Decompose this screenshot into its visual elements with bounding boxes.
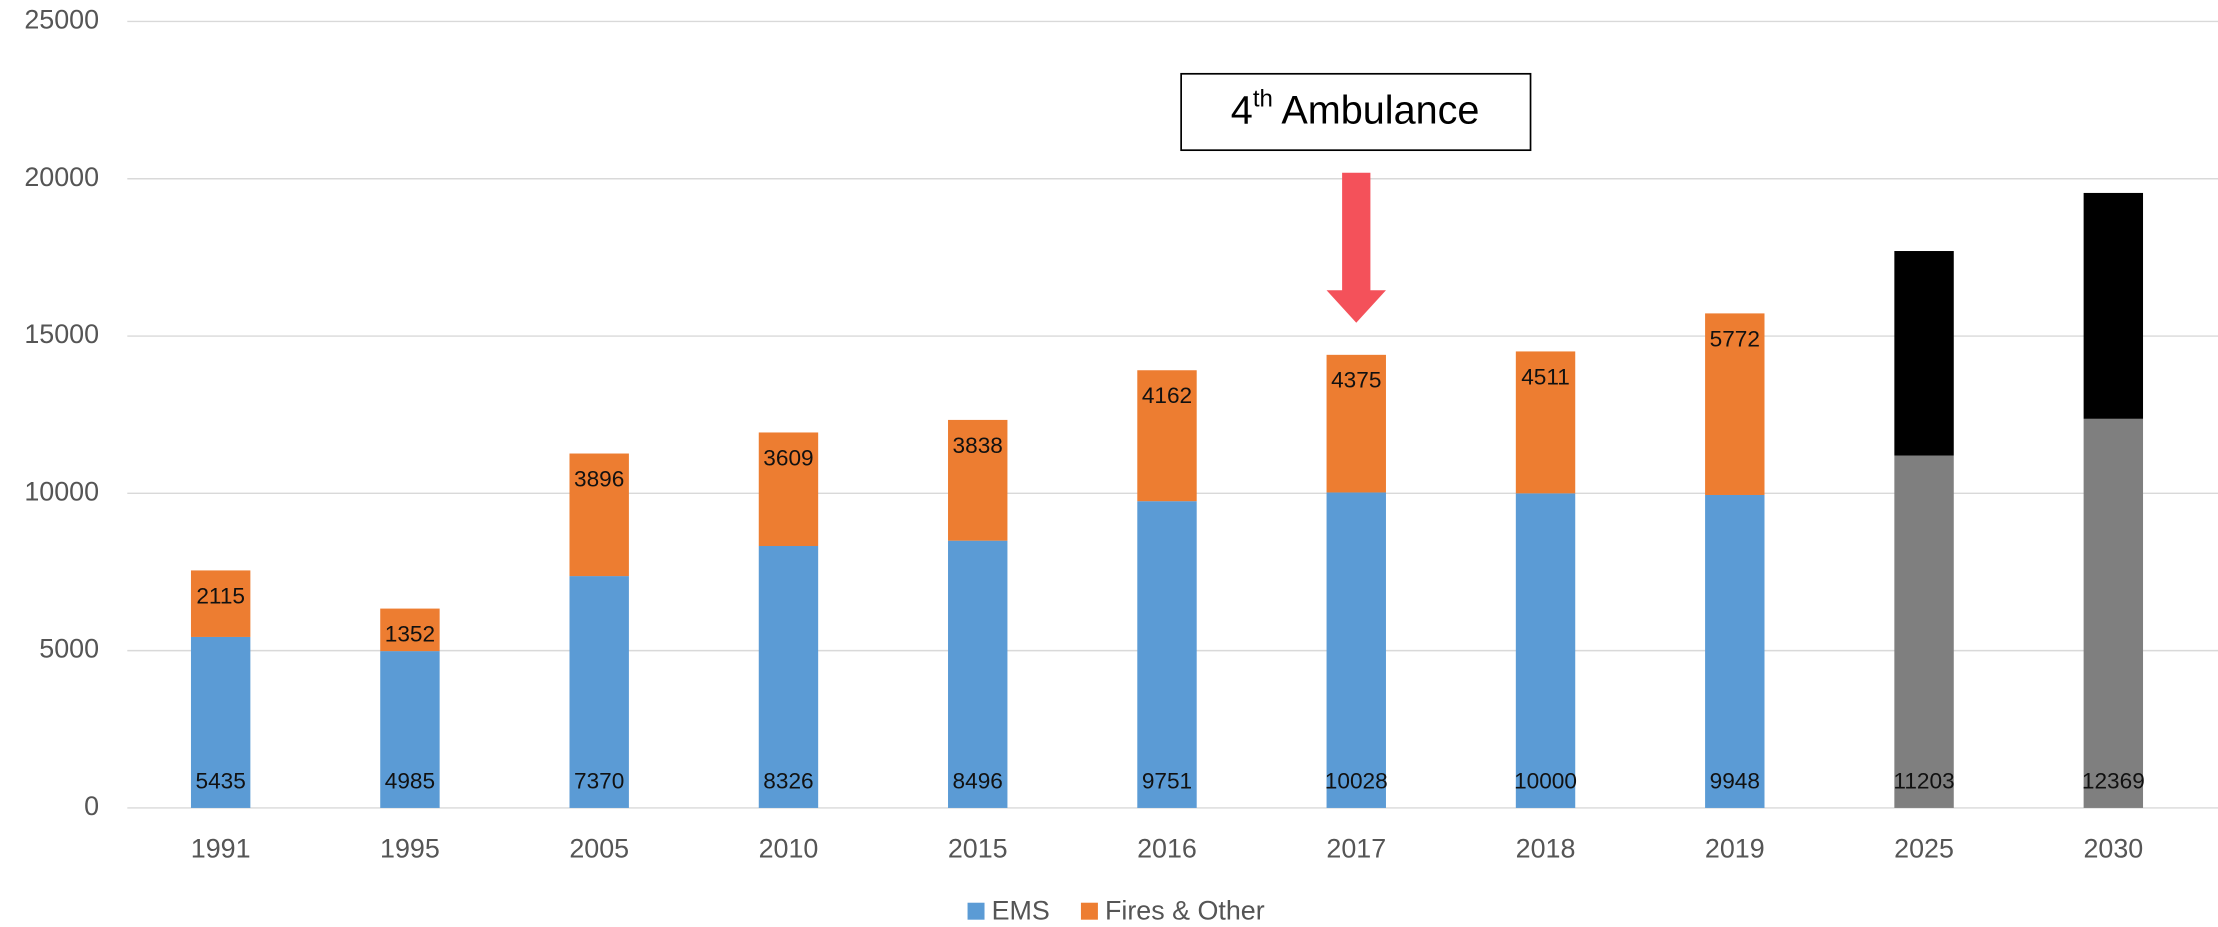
x-tick-label: 2030	[2083, 833, 2143, 863]
bar-segment	[1705, 494, 1765, 808]
data-label: 8496	[953, 768, 1003, 793]
bar-segment	[2083, 192, 2144, 419]
legend-swatch	[967, 902, 985, 920]
bar-segment	[1705, 313, 1765, 495]
bar-segment	[569, 576, 629, 808]
bar-segment	[569, 453, 629, 577]
x-tick-label: 2010	[759, 833, 819, 863]
data-label: 11203	[1893, 768, 1954, 793]
bar-segment	[2083, 418, 2144, 808]
bar-segment	[1137, 370, 1197, 502]
x-tick-label: 2017	[1326, 833, 1386, 863]
x-tick-label: 2018	[1516, 833, 1576, 863]
data-label: 4375	[1331, 368, 1381, 393]
x-tick-label: 2016	[1137, 833, 1197, 863]
data-label: 4985	[385, 768, 435, 793]
data-label: 5772	[1710, 326, 1760, 351]
bar-segment	[1137, 501, 1197, 808]
data-label: 5435	[195, 768, 245, 793]
legend-swatch	[1080, 902, 1098, 920]
bar-segment	[1326, 354, 1386, 493]
data-label: 3896	[574, 466, 624, 491]
data-label: 10028	[1325, 768, 1388, 793]
annotation-word: Ambulance	[1281, 89, 1479, 133]
data-label: 3609	[763, 445, 813, 470]
data-label: 1352	[385, 621, 435, 646]
x-tick-label: 1995	[380, 833, 440, 863]
data-label: 4162	[1142, 383, 1192, 408]
x-tick-label: 2015	[948, 833, 1008, 863]
x-tick-label: 1991	[191, 833, 251, 863]
data-label: 8326	[763, 768, 813, 793]
bar-segment	[380, 651, 440, 808]
legend-label: Fires & Other	[1105, 896, 1265, 926]
bar-segment	[1894, 251, 1954, 456]
legend-label: EMS	[992, 896, 1050, 926]
y-tick-label: 10000	[24, 476, 99, 506]
data-label: 3838	[953, 433, 1003, 458]
data-label: 12369	[2082, 768, 2145, 793]
bar-segment	[758, 432, 819, 547]
x-tick-label: 2025	[1894, 833, 1954, 863]
y-tick-label: 20000	[24, 162, 99, 192]
data-label: 9751	[1142, 768, 1192, 793]
bar-segment	[1326, 492, 1386, 808]
y-tick-label: 5000	[39, 634, 99, 664]
data-label: 10000	[1514, 768, 1577, 793]
annotation-text: 4th Ambulance	[1231, 86, 1480, 133]
annotation-box	[1180, 72, 1532, 152]
bar-segment	[1894, 455, 1954, 808]
x-tick-label: 2019	[1705, 833, 1765, 863]
data-label: 2115	[196, 583, 245, 608]
bar-segment	[1515, 351, 1576, 494]
bar-segment	[190, 570, 251, 637]
annotation-suffix: th	[1253, 86, 1273, 113]
bar-segment	[948, 540, 1008, 808]
y-tick-label: 15000	[24, 319, 99, 349]
x-tick-label: 2005	[569, 833, 629, 863]
data-label: 9948	[1710, 768, 1760, 793]
bar-segment	[380, 608, 440, 652]
y-tick-label: 0	[84, 791, 99, 821]
y-tick-label: 25000	[24, 5, 99, 35]
bar-segment	[190, 636, 251, 808]
bar-segment	[948, 419, 1008, 541]
data-label: 7370	[574, 768, 624, 793]
annotation-number: 4	[1231, 89, 1253, 133]
annotation-arrow	[1326, 172, 1386, 323]
bar-segment	[1515, 493, 1576, 808]
data-label: 4511	[1521, 364, 1570, 389]
bar-segment	[758, 546, 819, 808]
